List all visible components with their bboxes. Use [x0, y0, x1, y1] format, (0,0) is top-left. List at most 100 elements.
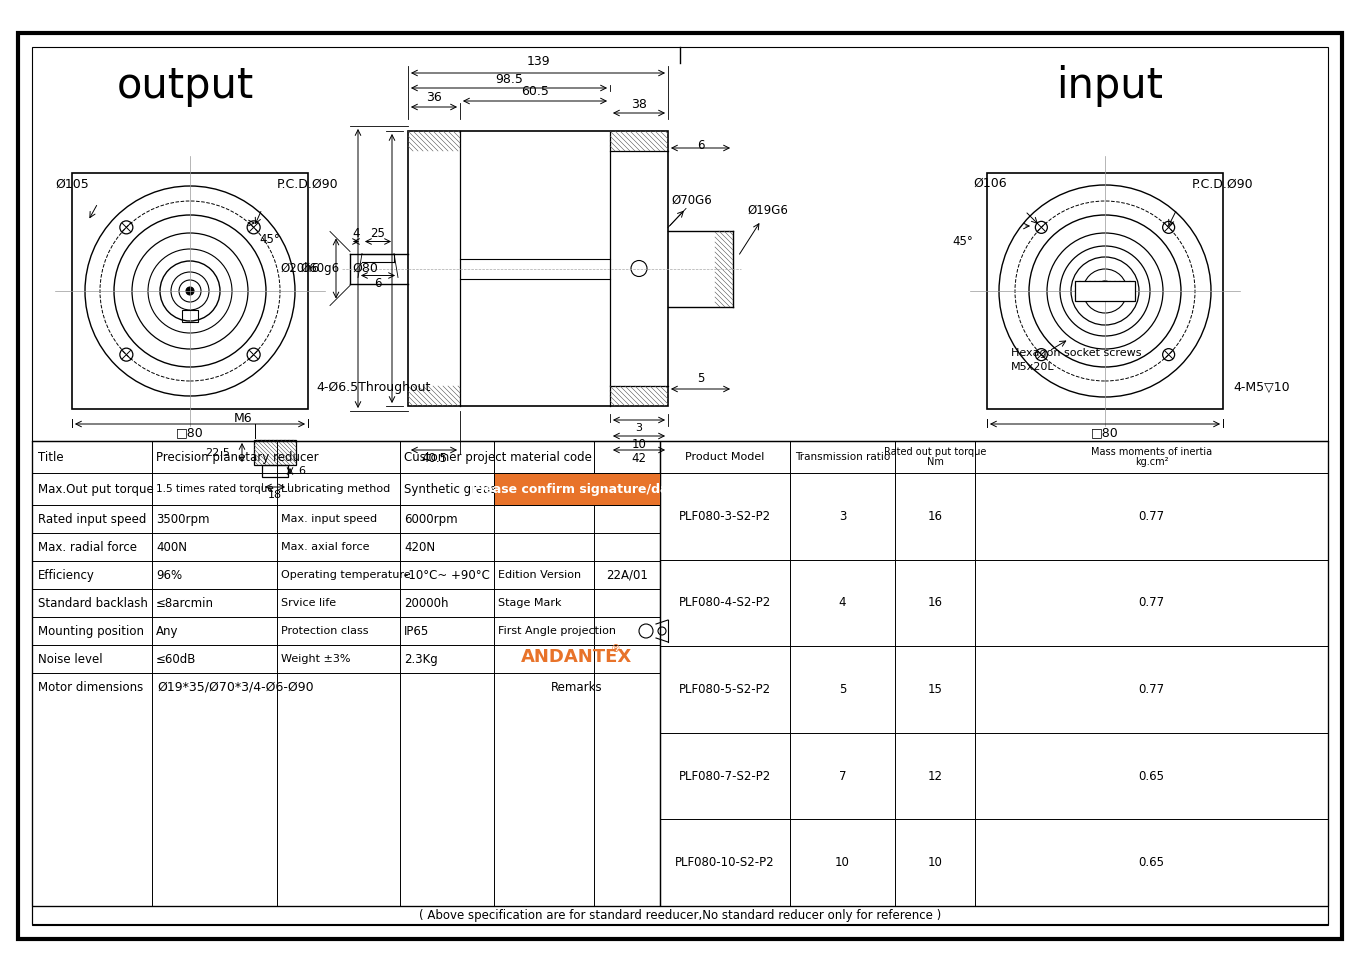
Text: 38: 38: [631, 97, 647, 111]
Text: 96%: 96%: [156, 568, 182, 582]
Text: 420N: 420N: [404, 541, 435, 553]
Bar: [660, 441, 1327, 906]
Text: 22A/01: 22A/01: [607, 568, 647, 582]
Text: Ø19G6: Ø19G6: [748, 204, 789, 217]
Text: Efficiency: Efficiency: [38, 568, 95, 582]
Text: Max. input speed: Max. input speed: [282, 514, 377, 524]
Text: 18: 18: [268, 490, 282, 500]
Text: Product Model: Product Model: [685, 452, 764, 462]
Bar: [1074, 281, 1136, 301]
Text: Max.Out put torque: Max.Out put torque: [38, 483, 154, 495]
Text: Protection class: Protection class: [282, 626, 369, 636]
Text: 15: 15: [928, 683, 942, 696]
Text: 400N: 400N: [156, 541, 188, 553]
Text: output: output: [117, 65, 253, 107]
Text: 5: 5: [696, 372, 704, 385]
Text: Title: Title: [38, 451, 64, 463]
Text: IP65: IP65: [404, 624, 430, 638]
Text: □80: □80: [1091, 426, 1119, 440]
Text: P.C.D.Ø90: P.C.D.Ø90: [1193, 178, 1254, 190]
Bar: [408, 131, 668, 406]
Text: input: input: [1057, 65, 1164, 107]
Text: 10: 10: [835, 856, 850, 869]
Text: Ø19*35/Ø70*3/4-Ø6-Ø90: Ø19*35/Ø70*3/4-Ø6-Ø90: [158, 681, 314, 693]
Text: Stage Mark: Stage Mark: [498, 598, 562, 608]
Text: ®: ®: [611, 644, 620, 654]
Text: 22.5: 22.5: [205, 448, 230, 457]
Text: 25: 25: [370, 227, 385, 240]
Text: Noise level: Noise level: [38, 653, 102, 665]
Bar: [494, 473, 660, 505]
Text: 12: 12: [928, 770, 942, 783]
Text: 0.77: 0.77: [1138, 596, 1164, 610]
Text: PLF080-10-S2-P2: PLF080-10-S2-P2: [675, 856, 775, 869]
Bar: [987, 173, 1223, 409]
Text: M6: M6: [234, 412, 253, 424]
Text: PLF080-7-S2-P2: PLF080-7-S2-P2: [679, 770, 771, 783]
Text: ≤60dB: ≤60dB: [156, 653, 196, 665]
Text: 98.5: 98.5: [495, 73, 524, 85]
Text: Precision planetary reducer: Precision planetary reducer: [156, 451, 318, 463]
Text: 45°: 45°: [260, 232, 280, 246]
Bar: [33, 906, 1327, 924]
Text: ANDANTEX: ANDANTEX: [521, 648, 632, 666]
Text: 16: 16: [928, 510, 942, 522]
Text: 20000h: 20000h: [404, 596, 449, 610]
Text: Synthetic grease: Synthetic grease: [404, 483, 503, 495]
Text: 10: 10: [928, 856, 942, 869]
Text: Rated out put torque: Rated out put torque: [884, 447, 986, 457]
Text: Any: Any: [156, 624, 178, 638]
Text: 4-M5▽10: 4-M5▽10: [1234, 381, 1289, 393]
Text: 6000rpm: 6000rpm: [404, 513, 457, 525]
Text: 0.65: 0.65: [1138, 856, 1164, 869]
Text: 6: 6: [298, 466, 306, 476]
Text: M5x20L: M5x20L: [1010, 362, 1054, 372]
Circle shape: [186, 287, 194, 295]
Text: Ø105: Ø105: [56, 178, 88, 190]
Text: PLF080-5-S2-P2: PLF080-5-S2-P2: [679, 683, 771, 696]
Text: PLF080-4-S2-P2: PLF080-4-S2-P2: [679, 596, 771, 610]
Text: Ø106: Ø106: [974, 177, 1006, 189]
Text: ( Above specification are for standard reeducer,No standard reducer only for ref: ( Above specification are for standard r…: [419, 909, 941, 921]
Text: Lubricating method: Lubricating method: [282, 484, 390, 494]
Text: 5: 5: [839, 683, 846, 696]
Text: Transmission ratio: Transmission ratio: [794, 452, 891, 462]
Text: 42: 42: [631, 452, 646, 464]
Text: 0.77: 0.77: [1138, 683, 1164, 696]
Text: 0.65: 0.65: [1138, 770, 1164, 783]
Text: PLF080-3-S2-P2: PLF080-3-S2-P2: [679, 510, 771, 522]
Text: 0.77: 0.77: [1138, 510, 1164, 522]
Text: 10: 10: [631, 438, 646, 451]
Bar: [72, 173, 307, 409]
Text: ≤8arcmin: ≤8arcmin: [156, 596, 214, 610]
Text: Edition Version: Edition Version: [498, 570, 581, 580]
Text: Nm: Nm: [926, 457, 944, 467]
Text: 7: 7: [839, 770, 846, 783]
Text: 3500rpm: 3500rpm: [156, 513, 209, 525]
Text: 60.5: 60.5: [521, 84, 549, 97]
Text: 3: 3: [635, 423, 642, 433]
Text: Mass moments of inertia: Mass moments of inertia: [1091, 447, 1212, 457]
Text: 6: 6: [696, 139, 704, 151]
Text: Please confirm signature/date: Please confirm signature/date: [471, 483, 683, 495]
Text: 3: 3: [839, 510, 846, 522]
Text: 45°: 45°: [952, 235, 974, 248]
Text: kg.cm²: kg.cm²: [1134, 457, 1168, 467]
Text: Srvice life: Srvice life: [282, 598, 336, 608]
Text: 4: 4: [839, 596, 846, 610]
Text: Operating temperature: Operating temperature: [282, 570, 411, 580]
Text: Ø60g6: Ø60g6: [301, 262, 340, 275]
Text: 1.5 times rated torque: 1.5 times rated torque: [156, 484, 273, 494]
Text: 16: 16: [928, 596, 942, 610]
Text: 36: 36: [426, 90, 442, 104]
Text: Weight ±3%: Weight ±3%: [282, 654, 351, 664]
Bar: [254, 440, 296, 465]
Text: Max. radial force: Max. radial force: [38, 541, 137, 553]
Bar: [262, 465, 288, 477]
Text: Max. axial force: Max. axial force: [282, 542, 370, 552]
Text: -10°C~ +90°C: -10°C~ +90°C: [404, 568, 490, 582]
Text: Ø20h6: Ø20h6: [282, 262, 320, 275]
Text: Ø80: Ø80: [352, 262, 378, 275]
Text: First Angle projection: First Angle projection: [498, 626, 616, 636]
Text: P.C.D.Ø90: P.C.D.Ø90: [277, 178, 339, 190]
